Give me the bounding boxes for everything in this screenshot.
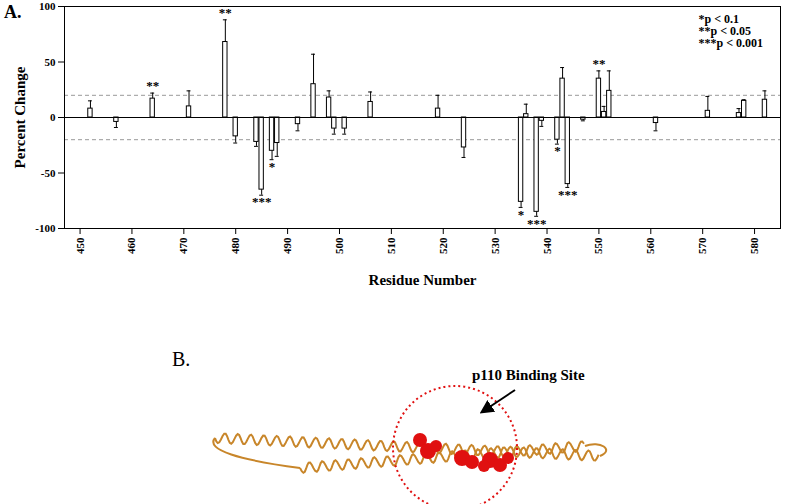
- svg-text:p110 Binding Site: p110 Binding Site: [472, 367, 585, 383]
- svg-text:*: *: [554, 143, 561, 158]
- svg-text:520: 520: [437, 237, 449, 254]
- svg-text:*p < 0.1**p < 0.05***p < 0.001: *p < 0.1**p < 0.05***p < 0.001: [699, 12, 764, 50]
- svg-text:-50: -50: [41, 167, 56, 179]
- svg-text:*: *: [518, 207, 525, 222]
- svg-text:**: **: [219, 5, 232, 20]
- svg-text:490: 490: [281, 237, 293, 254]
- svg-text:*: *: [269, 159, 276, 174]
- svg-text:***: ***: [558, 187, 578, 202]
- svg-text:470: 470: [177, 237, 189, 254]
- html-text:A.: A.: [4, 2, 22, 22]
- svg-text:500: 500: [333, 237, 345, 254]
- svg-text:450: 450: [74, 237, 86, 254]
- svg-text:-100: -100: [35, 222, 56, 234]
- svg-text:***: ***: [252, 194, 272, 209]
- svg-text:**: **: [146, 78, 159, 93]
- svg-text:460: 460: [125, 237, 137, 254]
- svg-text:550: 550: [592, 237, 604, 254]
- svg-text:100: 100: [39, 0, 56, 12]
- svg-text:580: 580: [748, 237, 760, 254]
- svg-text:540: 540: [541, 237, 553, 254]
- svg-text:B.: B.: [172, 348, 190, 370]
- svg-text:50: 50: [45, 56, 57, 68]
- svg-text:Residue Number: Residue Number: [369, 272, 477, 288]
- svg-text:Percent Change: Percent Change: [12, 66, 28, 168]
- svg-text:480: 480: [229, 237, 241, 254]
- svg-text:530: 530: [489, 237, 501, 254]
- svg-text:**: **: [592, 56, 605, 71]
- svg-text:570: 570: [696, 237, 708, 254]
- svg-text:510: 510: [385, 237, 397, 254]
- svg-text:0: 0: [50, 111, 56, 123]
- svg-text:560: 560: [644, 237, 656, 254]
